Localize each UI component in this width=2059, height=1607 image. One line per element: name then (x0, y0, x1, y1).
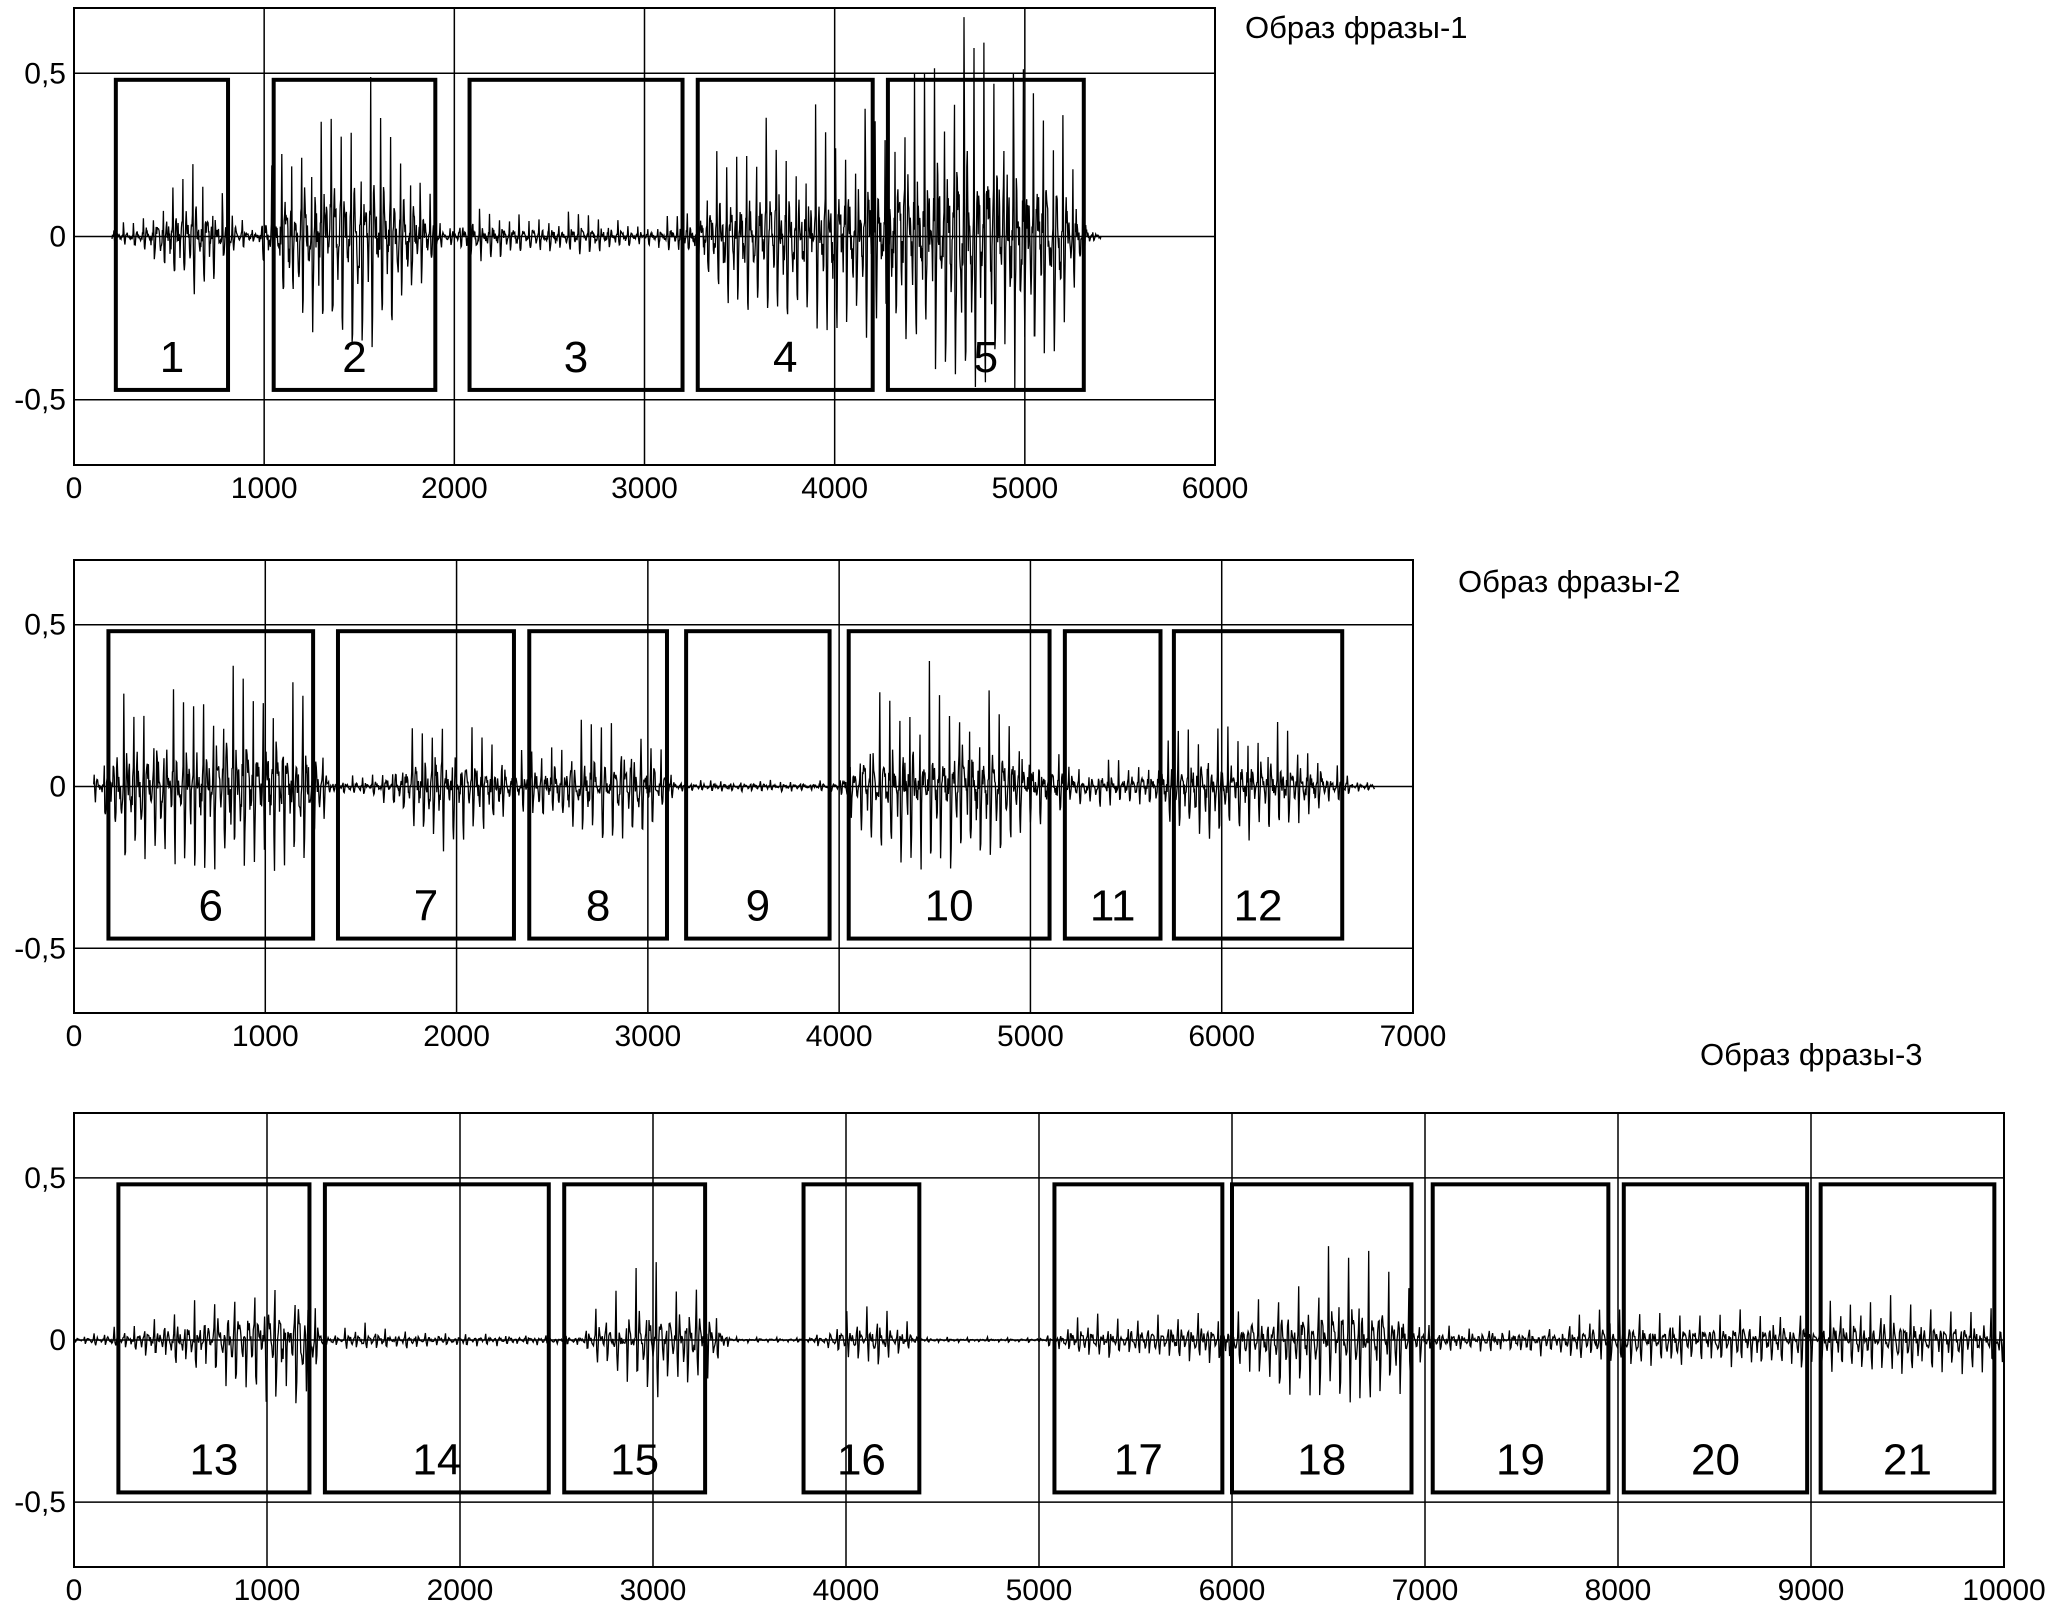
segment-label: 4 (773, 333, 797, 382)
x-tick-label: 5000 (997, 1020, 1064, 1053)
segment-box-18 (1230, 1182, 1414, 1495)
x-tick-label: 1000 (232, 1020, 299, 1053)
segment-label: 1 (160, 333, 184, 382)
y-tick-label: 0,5 (24, 57, 66, 90)
segment-box-14 (322, 1182, 551, 1495)
segment-box-3 (467, 77, 685, 392)
y-tick-label: -0,5 (14, 1486, 66, 1519)
x-tick-label: 4000 (801, 472, 868, 505)
segment-box-1 (113, 77, 231, 392)
chart-phrase-3: Образ фразы-3 13 14 15 16 17 18 19 20 21 0 1000 200… (14, 1037, 2045, 1607)
segment-box-19 (1430, 1182, 1611, 1495)
x-tick-label: 7000 (1392, 1574, 1459, 1607)
plot-frame (73, 1112, 2005, 1568)
x-tick-label: 9000 (1778, 1574, 1845, 1607)
segment-box-10 (846, 629, 1052, 941)
chart-phrase-1: Образ фразы-1 1 2 3 4 5 0 1000 2000 3000 4000 5000… (14, 7, 1468, 505)
x-tick-label: 4000 (806, 1020, 873, 1053)
y-tick-label: -0,5 (14, 932, 66, 965)
segment-box-12 (1171, 629, 1345, 941)
x-tick-label: 6000 (1182, 472, 1249, 505)
segment-label: 10 (925, 882, 974, 931)
segment-box-9 (684, 629, 832, 941)
segment-box-7 (335, 629, 516, 941)
segment-label: 6 (199, 882, 223, 931)
segment-label: 20 (1691, 1435, 1740, 1484)
x-tick-label: 1000 (234, 1574, 301, 1607)
x-tick-label: 0 (66, 472, 83, 505)
x-tick-label: 1000 (231, 472, 298, 505)
chart-title: Образ фразы-2 (1458, 564, 1681, 599)
segment-label: 2 (342, 333, 366, 382)
segment-box-15 (562, 1182, 708, 1495)
segment-label: 3 (564, 333, 588, 382)
x-tick-label: 3000 (611, 472, 678, 505)
segment-box-11 (1062, 629, 1163, 941)
segment-box-20 (1621, 1182, 1810, 1495)
waveform-series (93, 660, 1376, 871)
x-tick-label: 3000 (620, 1574, 687, 1607)
segment-label: 19 (1496, 1435, 1545, 1484)
segment-label: 11 (1090, 882, 1136, 931)
segment-label: 18 (1297, 1435, 1346, 1484)
segment-box-8 (527, 629, 669, 941)
x-tick-label: 0 (66, 1574, 83, 1607)
segment-label: 7 (414, 882, 438, 931)
x-tick-label: 5000 (991, 472, 1058, 505)
plot-frame (73, 7, 1216, 466)
x-tick-label: 7000 (1380, 1020, 1447, 1053)
segment-box-17 (1052, 1182, 1225, 1495)
segment-box-16 (801, 1182, 922, 1495)
segment-label: 8 (586, 882, 610, 931)
segment-label: 15 (610, 1435, 659, 1484)
segment-label: 16 (837, 1435, 886, 1484)
x-tick-label: 5000 (1006, 1574, 1073, 1607)
segment-label: 13 (189, 1435, 238, 1484)
x-tick-label: 2000 (421, 472, 488, 505)
segment-box-21 (1818, 1182, 1997, 1495)
y-tick-label: 0,5 (24, 609, 66, 642)
segment-label: 12 (1234, 882, 1283, 931)
segment-box-4 (695, 77, 875, 392)
segment-label: 21 (1883, 1435, 1932, 1484)
y-tick-label: 0 (49, 221, 66, 254)
segment-box-6 (106, 629, 316, 941)
segment-box-13 (116, 1182, 312, 1495)
x-tick-label: 6000 (1199, 1574, 1266, 1607)
segment-box-2 (271, 77, 438, 392)
plot-frame (73, 559, 1414, 1014)
y-tick-label: 0,5 (24, 1162, 66, 1195)
chart-title: Образ фразы-1 (1245, 10, 1468, 45)
segment-label: 5 (974, 333, 998, 382)
segment-label: 9 (746, 882, 770, 931)
x-tick-label: 6000 (1188, 1020, 1255, 1053)
x-tick-label: 10000 (1962, 1574, 2045, 1607)
chart-phrase-2: Образ фразы-2 6 7 8 9 10 11 12 0 1000 2000 3000 400… (14, 559, 1681, 1053)
segment-label: 14 (412, 1435, 461, 1484)
x-tick-label: 0 (66, 1020, 83, 1053)
x-tick-label: 3000 (614, 1020, 681, 1053)
x-tick-label: 2000 (423, 1020, 490, 1053)
chart-title: Образ фразы-3 (1700, 1037, 1923, 1072)
y-tick-label: -0,5 (14, 384, 66, 417)
x-tick-label: 2000 (427, 1574, 494, 1607)
x-tick-label: 8000 (1585, 1574, 1652, 1607)
segment-box-5 (885, 77, 1086, 392)
x-tick-label: 4000 (813, 1574, 880, 1607)
segment-label: 17 (1114, 1435, 1163, 1484)
waveform-series (111, 17, 1102, 389)
y-tick-label: 0 (49, 771, 66, 804)
y-tick-label: 0 (49, 1324, 66, 1357)
waveform-series (73, 1246, 2005, 1404)
